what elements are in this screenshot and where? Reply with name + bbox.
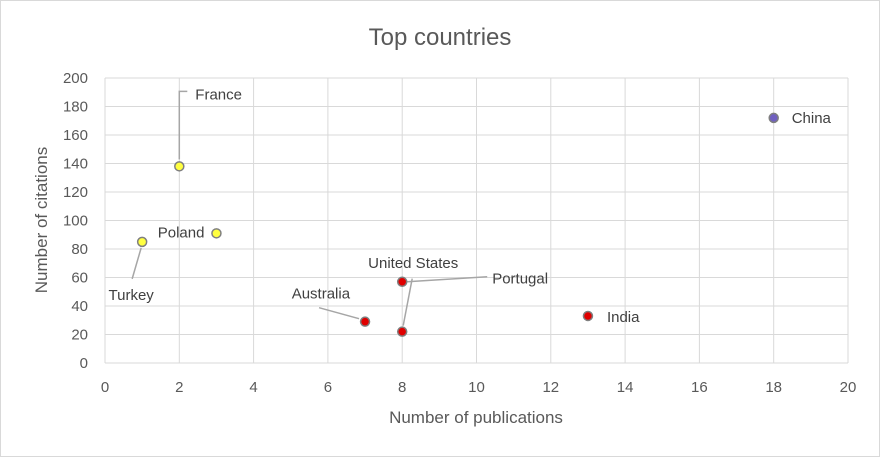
data-point: [136, 236, 148, 248]
y-tick-label: 80: [71, 241, 88, 258]
y-tick-label: 40: [71, 298, 88, 315]
y-axis-title: Number of citations: [32, 147, 51, 293]
data-label: Turkey: [109, 287, 155, 304]
x-tick-label: 10: [468, 379, 485, 396]
data-point: [396, 276, 408, 288]
y-tick-label: 20: [71, 327, 88, 344]
x-tick-label: 4: [249, 379, 257, 396]
data-point: [768, 112, 779, 124]
data-label: United States: [368, 255, 458, 272]
data-point: [174, 161, 185, 172]
data-label: Poland: [158, 224, 205, 241]
leader-line: [318, 306, 360, 320]
leader-line: [131, 247, 142, 280]
x-tick-label: 2: [175, 379, 183, 396]
chart-title: Top countries: [369, 24, 512, 51]
data-point: [211, 228, 222, 239]
data-point: [359, 316, 371, 327]
y-tick-label: 120: [63, 184, 88, 201]
y-tick-label: 200: [63, 70, 88, 87]
y-tick-label: 160: [63, 127, 88, 144]
x-tick-label: 8: [398, 379, 406, 396]
x-tick-label: 20: [840, 379, 857, 396]
data-label: Australia: [292, 286, 351, 303]
y-tick-label: 180: [63, 99, 88, 116]
label-leader-lines: [131, 90, 488, 326]
x-tick-label: 16: [691, 379, 708, 396]
y-tick-label: 140: [63, 156, 88, 173]
data-points: [136, 112, 779, 337]
data-label: China: [792, 110, 832, 127]
leader-line: [407, 276, 488, 283]
x-axis-ticks: 0 2 4 6 8 10 12 14 16 18 20: [101, 379, 857, 396]
x-tick-label: 12: [542, 379, 559, 396]
leader-line: [178, 90, 188, 160]
data-point: [396, 326, 408, 337]
x-axis-title: Number of publications: [389, 408, 563, 427]
data-labels: China France Poland Turkey United States Indi…: [109, 86, 832, 326]
gridlines: [104, 77, 849, 364]
y-tick-label: 100: [63, 213, 88, 230]
data-label: Portugal: [492, 271, 548, 288]
leader-line: [402, 278, 413, 326]
x-tick-label: 0: [101, 379, 109, 396]
data-label: India: [607, 309, 640, 326]
data-point: [582, 310, 594, 322]
data-label: France: [195, 86, 242, 103]
x-tick-label: 6: [324, 379, 332, 396]
y-axis-ticks: 0 20 40 60 80 100 120 140 160 180 200: [63, 70, 88, 372]
x-tick-label: 14: [617, 379, 634, 396]
y-tick-label: 60: [71, 270, 88, 287]
y-tick-label: 0: [80, 355, 88, 372]
x-tick-label: 18: [765, 379, 782, 396]
